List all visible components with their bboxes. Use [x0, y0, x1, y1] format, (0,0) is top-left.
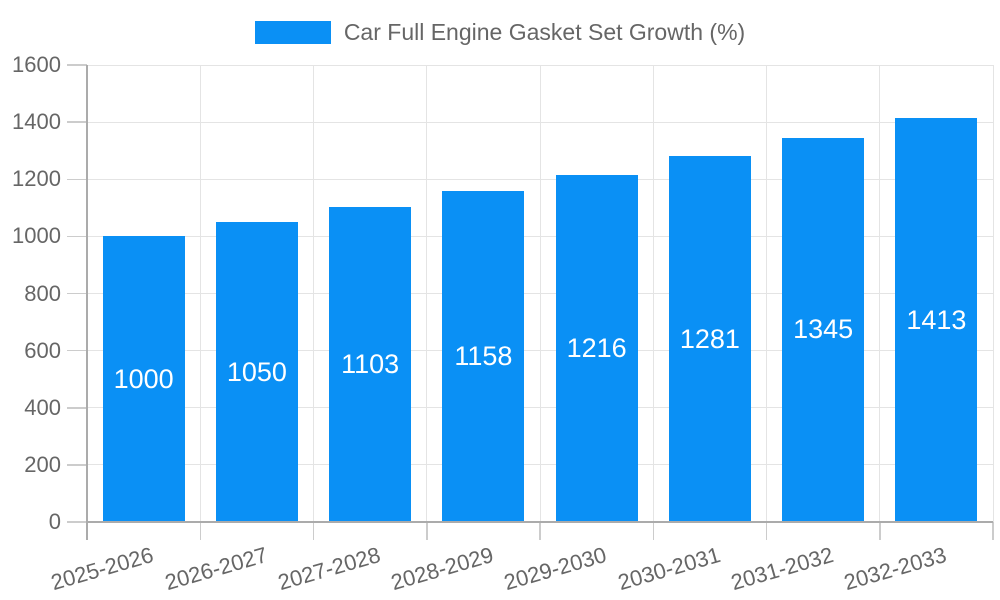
bar-value-label: 1050	[226, 356, 287, 387]
y-axis-tick	[67, 349, 87, 352]
x-axis-tick	[426, 522, 428, 540]
bar: 1281	[668, 156, 751, 522]
bar-value-label: 1345	[793, 314, 854, 345]
bar-value-label: 1103	[341, 348, 400, 379]
y-tick-label: 600	[24, 337, 61, 363]
bar: 1103	[329, 206, 412, 522]
legend[interactable]: Car Full Engine Gasket Set Growth (%)	[0, 19, 1000, 46]
legend-swatch[interactable]	[254, 21, 331, 44]
bar: 1413	[895, 118, 978, 522]
x-tick-label: 2025-2026	[48, 542, 157, 596]
y-tick-label: 800	[24, 280, 61, 306]
y-tick-label: 0	[48, 509, 61, 534]
x-tick-label: 2026-2027	[161, 542, 270, 596]
y-tick-label: 1400	[12, 109, 61, 135]
x-axis-tick	[652, 522, 654, 540]
x-tick-label: 2027-2028	[274, 542, 384, 596]
plot-area: 0 200 400 600 800 1000 1200 1400 1600 1000 1050 110…	[12, 52, 994, 595]
y-tick-label: 1600	[12, 52, 61, 77]
bar-value-label: 1413	[906, 304, 967, 335]
y-axis-line	[86, 65, 88, 540]
bar: 1216	[555, 174, 638, 522]
x-tick-label: 2031-2032	[727, 542, 837, 596]
legend-label[interactable]: Car Full Engine Gasket Set Growth (%)	[343, 19, 746, 45]
grid-line-vertical	[766, 65, 767, 522]
x-tick-label: 2030-2031	[614, 542, 723, 596]
grid-line-vertical	[652, 65, 654, 522]
grid-line-vertical	[992, 65, 994, 522]
grid-line-vertical	[426, 65, 428, 522]
grid-line-vertical	[879, 65, 881, 522]
grid-line-vertical	[539, 65, 541, 522]
y-tick-label: 1200	[12, 166, 61, 192]
x-tick-label: 2032-2033	[841, 542, 950, 596]
y-axis-tick	[67, 64, 87, 66]
bar-value-label: 1281	[679, 323, 740, 354]
y-axis-tick	[67, 464, 87, 466]
x-axis-tick	[765, 522, 768, 540]
y-axis-tick	[67, 178, 87, 180]
bar: 1158	[442, 191, 525, 522]
x-axis-tick	[312, 522, 315, 540]
grid-line-vertical	[199, 65, 201, 522]
bar-value-label: 1158	[454, 341, 513, 372]
x-axis-tick	[879, 522, 881, 540]
bar: 1345	[782, 137, 865, 522]
y-tick-label: 200	[24, 451, 61, 477]
grid-line-vertical	[313, 65, 314, 522]
bar: 1050	[215, 222, 298, 522]
y-axis-tick	[67, 121, 87, 123]
bar-value-label: 1216	[566, 332, 627, 363]
y-axis-tick	[67, 292, 87, 295]
y-axis-tick	[67, 521, 87, 523]
y-axis-tick	[67, 407, 87, 409]
x-tick-label: 2029-2030	[501, 542, 610, 596]
x-axis-tick	[199, 522, 201, 540]
x-tick-label: 2028-2029	[388, 542, 497, 596]
x-axis-tick	[539, 522, 541, 540]
bar-value-label: 1000	[113, 363, 174, 394]
x-axis-line	[87, 521, 993, 523]
y-axis-tick	[67, 235, 87, 238]
bar: 1000	[102, 236, 185, 522]
y-tick-label: 1000	[12, 223, 61, 249]
x-axis-tick	[992, 522, 994, 540]
y-tick-label: 400	[24, 394, 61, 420]
